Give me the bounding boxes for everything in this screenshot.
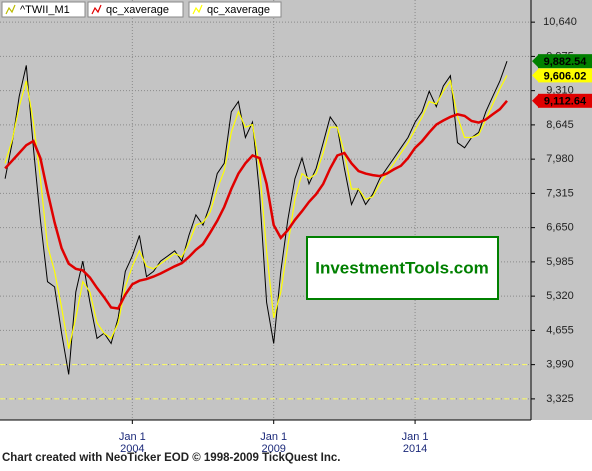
y-tick-label: 5,320 bbox=[546, 290, 574, 302]
price-label: 9,882.54 bbox=[544, 56, 588, 68]
price-label-box bbox=[538, 54, 592, 69]
legend-label: ^TWII_M1 bbox=[20, 4, 70, 16]
price-label-pointer bbox=[532, 55, 538, 68]
y-tick-label: 7,315 bbox=[546, 187, 574, 199]
price-label-box bbox=[538, 93, 592, 108]
series-line bbox=[4, 99, 508, 310]
chart-background bbox=[0, 0, 592, 420]
x-tick-label: Jan 1 bbox=[402, 431, 429, 443]
price-label-pointer bbox=[532, 94, 538, 107]
legend: ^TWII_M1 qc_xaverage qc_xaverage bbox=[1, 1, 282, 18]
legend-swatch bbox=[5, 4, 16, 15]
plot bbox=[4, 61, 508, 375]
x-axis-background bbox=[0, 420, 592, 466]
legend-box bbox=[188, 1, 282, 18]
price-label: 9,112.64 bbox=[544, 96, 587, 108]
price-label-box bbox=[538, 68, 592, 83]
price-label-pointer bbox=[532, 69, 538, 82]
y-tick-label: 6,650 bbox=[546, 222, 574, 234]
series-line bbox=[4, 75, 508, 349]
legend-label: qc_xaverage bbox=[207, 4, 270, 16]
y-tick-label: 3,325 bbox=[546, 393, 574, 405]
annotation: InvestmentTools.com bbox=[315, 258, 489, 277]
legend-box bbox=[1, 1, 86, 18]
y-tick-label: 7,980 bbox=[546, 153, 574, 165]
y-tick-label: 5,985 bbox=[546, 256, 574, 268]
x-tick-label: Jan 1 bbox=[260, 431, 287, 443]
legend-label: qc_xaverage bbox=[106, 4, 169, 16]
x-tick-label: 2004 bbox=[120, 443, 144, 455]
annotation-box bbox=[306, 236, 499, 300]
legend-swatch bbox=[192, 4, 203, 15]
x-tick-label: 2014 bbox=[403, 443, 427, 455]
y-tick-label: 3,990 bbox=[546, 359, 574, 371]
price-label: 9,606.02 bbox=[544, 70, 587, 82]
footer: Chart created with NeoTicker EOD © 1998-… bbox=[2, 452, 341, 464]
y-tick-label: 10,640 bbox=[543, 16, 577, 28]
series-line bbox=[4, 61, 508, 375]
y-tick-label: 4,655 bbox=[546, 324, 574, 336]
legend-box bbox=[87, 1, 184, 18]
x-tick-label: Jan 1 bbox=[119, 431, 146, 443]
x-tick-label: 2009 bbox=[261, 443, 285, 455]
y-tick-label: 9,310 bbox=[546, 85, 574, 97]
y-tick-label: 8,645 bbox=[546, 119, 574, 131]
grid: 10,6409,9759,3108,6457,9807,3156,6505,98… bbox=[0, 0, 577, 455]
legend-swatch bbox=[91, 4, 102, 15]
